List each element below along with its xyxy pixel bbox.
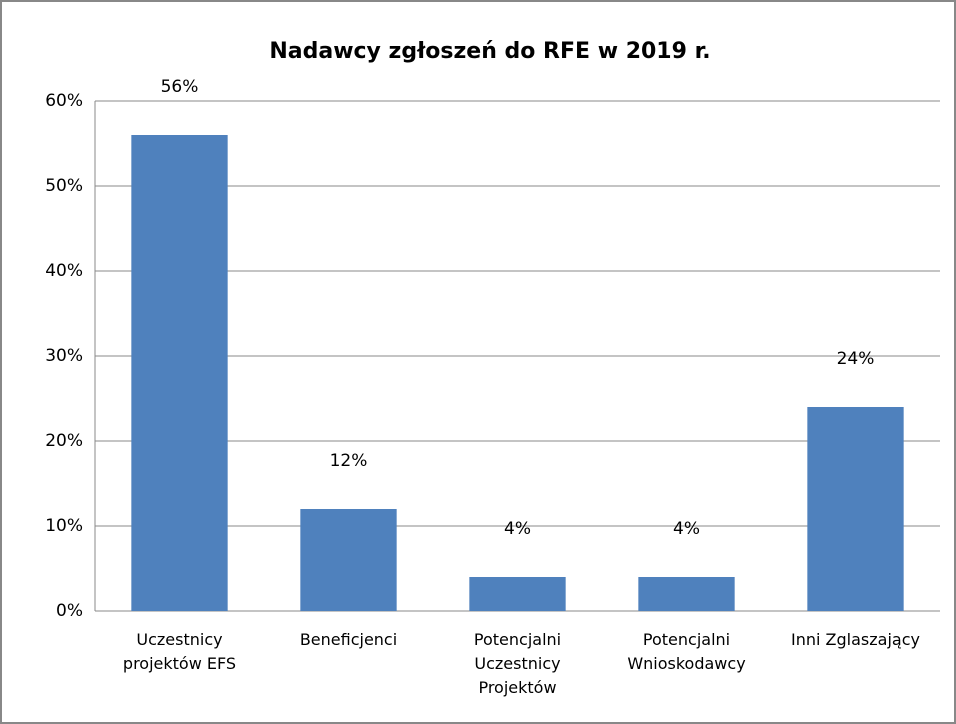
chart-title: Nadawcy zgłoszeń do RFE w 2019 r. (269, 39, 710, 64)
data-label: 4% (504, 519, 531, 539)
y-tick-label: 20% (45, 431, 83, 451)
y-tick-label: 10% (45, 516, 83, 536)
bar (807, 407, 904, 611)
bar (469, 577, 566, 611)
x-tick-label: Potencjalni Uczestnicy Projektów (473, 630, 562, 697)
y-tick-label: 50% (45, 176, 83, 196)
x-tick-label: Uczestnicy projektów EFS (122, 630, 237, 673)
bar (638, 577, 735, 611)
y-tick-label: 30% (45, 346, 83, 366)
x-tick-label: Potencjalni Wnioskodawcy (627, 630, 746, 673)
y-tick-label: 0% (56, 601, 83, 621)
bar (300, 509, 397, 611)
x-tick-label: Beneficjenci (299, 630, 398, 649)
bar (131, 135, 228, 611)
y-tick-label: 60% (45, 91, 83, 111)
data-label: 56% (161, 77, 199, 97)
y-tick-label: 40% (45, 261, 83, 281)
data-label: 24% (837, 349, 875, 369)
data-label: 12% (330, 451, 368, 471)
x-tick-label: Inni Zglaszający (791, 630, 920, 649)
data-label: 4% (673, 519, 700, 539)
